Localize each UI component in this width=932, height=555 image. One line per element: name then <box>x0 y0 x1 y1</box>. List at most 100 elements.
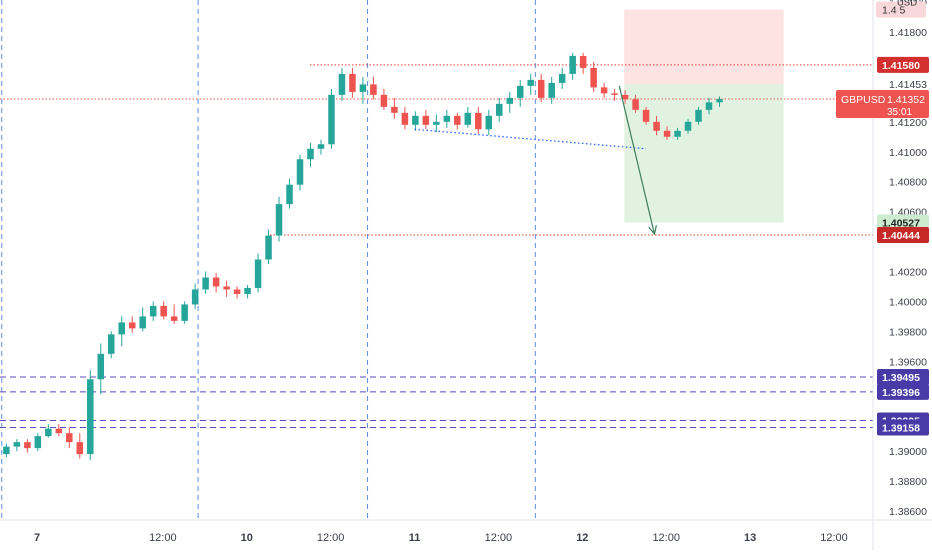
candle-body[interactable] <box>590 67 597 88</box>
candle-body[interactable] <box>13 442 21 447</box>
candle-body[interactable] <box>684 121 692 131</box>
candle-body[interactable] <box>454 115 461 125</box>
candle-body[interactable] <box>286 184 293 205</box>
candle-body[interactable] <box>674 130 681 137</box>
candle-body[interactable] <box>391 106 398 113</box>
time-grid <box>1 0 536 520</box>
time-tick-label: 12:00 <box>652 532 680 544</box>
candle-body[interactable] <box>181 304 188 321</box>
price-tick-label: 1.40800 <box>889 177 927 189</box>
candle-body[interactable] <box>76 442 84 455</box>
candle-body[interactable] <box>537 79 545 98</box>
candle-body[interactable] <box>328 94 335 145</box>
candle-body[interactable] <box>422 115 430 125</box>
candle-body[interactable] <box>296 159 304 185</box>
candle-body[interactable] <box>307 148 314 160</box>
candle-body[interactable] <box>24 442 31 449</box>
candle-body[interactable] <box>527 79 534 86</box>
candle-body[interactable] <box>212 277 220 287</box>
candle-body[interactable] <box>359 84 367 92</box>
candle-body[interactable] <box>265 235 272 260</box>
candle-body[interactable] <box>705 102 713 110</box>
candle-body[interactable] <box>569 55 576 74</box>
candle-body[interactable] <box>202 277 209 290</box>
candle-body[interactable] <box>118 322 125 335</box>
candle-body[interactable] <box>170 316 178 321</box>
candle-body[interactable] <box>380 94 388 107</box>
candle-body[interactable] <box>516 85 524 98</box>
candle-body[interactable] <box>695 109 702 122</box>
candle-body[interactable] <box>412 115 419 125</box>
candle-body[interactable] <box>663 130 671 137</box>
candle-body[interactable] <box>716 99 723 103</box>
candle-body[interactable] <box>139 316 146 329</box>
candle-body[interactable] <box>621 94 629 100</box>
price-level-badge[interactable] <box>877 214 929 231</box>
candle-body[interactable] <box>632 99 639 110</box>
candle-body[interactable] <box>160 305 167 317</box>
currency-label: USD <box>897 0 917 9</box>
candle-body[interactable] <box>97 353 105 380</box>
time-tick-label: 11 <box>409 532 421 544</box>
current-price-badge[interactable] <box>836 90 929 119</box>
candle-body[interactable] <box>496 103 503 116</box>
top-price-badge-label: 1.4 5 <box>882 5 906 17</box>
stop-loss-zone[interactable] <box>624 9 784 84</box>
top-price-badge <box>876 1 926 18</box>
take-profit-zone[interactable] <box>624 83 784 223</box>
candle-body[interactable] <box>464 112 472 125</box>
candle-body[interactable] <box>475 112 482 130</box>
candle-body[interactable] <box>642 109 650 122</box>
candle-body[interactable] <box>34 436 42 449</box>
candle-body[interactable] <box>600 87 608 94</box>
price-level-badge[interactable] <box>877 369 929 386</box>
candle-body[interactable] <box>317 144 325 149</box>
candle-body[interactable] <box>87 379 94 455</box>
candle-body[interactable] <box>485 115 493 130</box>
forecast-arrow-line[interactable] <box>618 85 656 235</box>
candle-body[interactable] <box>338 73 346 95</box>
candle-body[interactable] <box>443 115 451 122</box>
candle-body[interactable] <box>579 55 587 68</box>
price-level-badge[interactable] <box>877 56 929 73</box>
time-tick-label: 13 <box>744 532 756 544</box>
price-tick-label: 1.39600 <box>889 356 927 368</box>
candle-body[interactable] <box>191 289 199 305</box>
candle-body[interactable] <box>433 121 440 125</box>
candle-body[interactable] <box>558 73 566 83</box>
price-level-badge[interactable] <box>877 226 929 243</box>
candle-body[interactable] <box>128 322 136 329</box>
candle-body[interactable] <box>548 82 555 98</box>
time-tick-label: 7 <box>34 532 40 544</box>
trendline[interactable] <box>414 128 647 150</box>
candle-body[interactable] <box>149 305 157 317</box>
price-level-badge[interactable] <box>877 419 929 436</box>
candle-body[interactable] <box>66 433 73 443</box>
drawings <box>414 85 657 236</box>
candle-body[interactable] <box>401 112 409 125</box>
price-tick-label: 1.39800 <box>889 326 927 338</box>
candle-body[interactable] <box>254 259 262 288</box>
candle-body[interactable] <box>223 286 230 290</box>
price-level-badge-label: 1.39158 <box>882 422 920 434</box>
price-tick-label: 1.38600 <box>889 506 927 518</box>
candle-body[interactable] <box>3 446 10 455</box>
candle-countdown-label: 35:01 <box>887 107 912 118</box>
candle-body[interactable] <box>653 121 660 131</box>
candle-body[interactable] <box>506 97 513 104</box>
candle-body[interactable] <box>611 93 618 95</box>
time-tick-label: 12:00 <box>317 532 345 544</box>
candle-body[interactable] <box>244 287 251 294</box>
candle-body[interactable] <box>349 73 356 92</box>
candles <box>3 52 723 461</box>
candle-body[interactable] <box>107 334 115 354</box>
candle-body[interactable] <box>233 289 241 294</box>
candle-body[interactable] <box>45 428 52 437</box>
candle-body[interactable] <box>55 428 63 434</box>
candle-body[interactable] <box>370 84 377 95</box>
candle-body[interactable] <box>275 204 283 236</box>
price-level-badge[interactable] <box>877 383 929 400</box>
